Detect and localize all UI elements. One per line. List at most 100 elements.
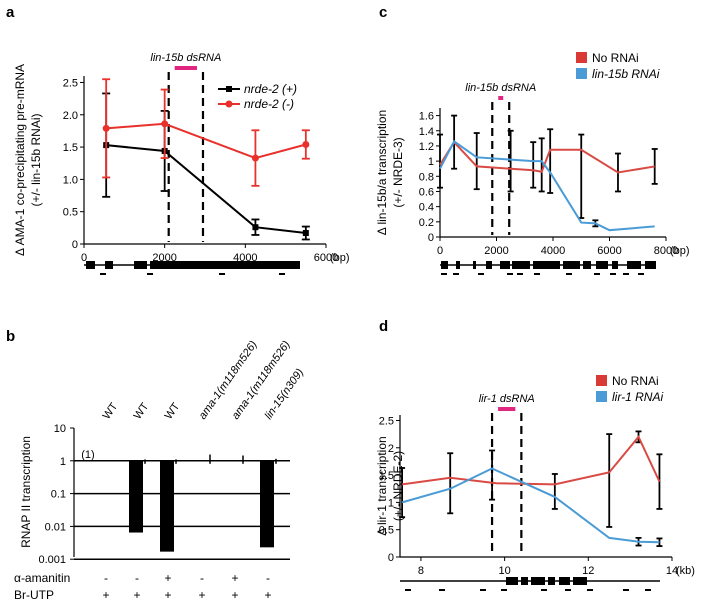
y-tick-label: 2.0 [63,110,78,122]
x-tick-label: 0 [81,252,87,264]
y-tick-label: 1.5 [379,470,394,482]
treatment-sign: + [231,571,238,585]
gene-c-exon [500,261,510,269]
legend-swatch [596,375,607,386]
gene-c-exon [645,261,656,269]
y-tick-label: 2 [388,443,394,455]
treatment-sign: - [135,571,139,585]
gene-c-exon [441,261,448,269]
y-axis-label-sub: (+/- lin-15b RNAi) [29,113,43,206]
dsrna-label: lir-1 dsRNA [479,393,535,405]
gene-a-exon [105,261,113,269]
dsrna-label: lin-15b dsRNA [465,82,536,94]
treatment-sign: + [164,571,171,585]
category-label: WT [132,401,152,422]
gene-d-exon [559,577,570,585]
x-unit-label: (bp) [670,245,690,257]
data-point [161,120,169,128]
gene-c-exon [533,261,560,269]
panel-label-c: c [379,4,387,21]
panel-d-chart: 8 10 12 14(kb) 0 0.5 1 1.5 2 2.5 Δ lir-1 transcrip… [375,374,695,591]
gene-a-exon [86,261,95,269]
x-tick-label: 8 [418,565,424,577]
treatment-sign: + [264,588,271,602]
y-tick-label: 1.2 [419,141,434,153]
x-tick-label: 14 [666,565,678,577]
legend-label: lin-15b RNAi [592,67,660,81]
y-tick-label: 0.001 [38,554,66,566]
category-label: ama-1(m118m526) [230,339,293,422]
y-tick-label: 1.5 [63,142,78,154]
gene-c-exon [627,261,641,269]
gene-c-exon [486,261,492,269]
x-tick-label: 2000 [484,245,508,257]
y-tick-label: 0 [428,232,434,244]
x-unit-label: (bp) [330,252,350,264]
series-line [106,144,306,235]
y-tick-label: 0.2 [419,217,434,229]
x-unit-label: (kb) [676,565,695,577]
gene-c-exon [473,261,476,269]
y-tick-label: 0.01 [45,521,66,533]
gene-a-exon [150,261,300,269]
y-tick-label: 2.5 [63,77,78,89]
y-tick-label: 0.6 [419,186,434,198]
treatment-sign: - [200,571,204,585]
y-tick-label: 0.5 [379,525,394,537]
data-point [302,230,309,237]
legend-label: lir-1 RNAi [612,390,663,404]
legend-swatch [576,68,587,79]
series-line [439,140,655,174]
y-tick-label: 0.4 [419,202,434,214]
gene-d-exon [548,577,555,585]
data-point [302,140,310,148]
panel-label-b: b [6,328,15,345]
series-line [401,467,660,544]
legend-label: No RNAi [592,51,639,65]
panel-b-chart: 0.001 0.01 0.1 1 10 RNAP II transcription WT - +… [14,339,306,602]
data-point [102,124,110,132]
bar [129,460,143,533]
y-tick-label: 10 [54,423,66,435]
treatment-sign: + [164,588,171,602]
series-line [401,434,661,486]
panel-label-d: d [379,318,388,335]
gene-c-exon [563,261,580,269]
y-axis-label: Δ lir-1 transcription [375,436,389,535]
treatment-label: Br-UTP [14,588,54,602]
y-tick-label: 0 [72,239,78,251]
x-tick-label: 6000 [597,245,621,257]
reference-label: (1) [81,449,94,461]
gene-d-exon [521,577,528,585]
x-tick-label: 4000 [541,245,565,257]
treatment-label: α-amanitin [14,571,70,585]
legend-label: No RNAi [612,374,659,388]
legend-swatch [576,52,587,63]
y-axis-label: RNAP II transcription [19,436,33,548]
treatment-sign: + [102,588,109,602]
x-tick-label: 0 [437,245,443,257]
legend-label: nrde-2 (-) [244,97,294,111]
y-tick-label: 0.8 [419,171,434,183]
legend-swatch [596,391,607,402]
treatment-sign: - [104,571,108,585]
y-axis-label: Δ AMA-1 co-precipitating pre-mRNA [13,64,27,256]
y-tick-label: 1.4 [419,126,434,138]
x-tick-label: 6000 [314,252,338,264]
y-tick-label: 0 [388,552,394,564]
y-tick-label: 1 [388,497,394,509]
gene-c-exon [583,261,591,269]
y-tick-label: 1.6 [419,111,434,123]
data-point [252,224,259,231]
y-tick-label: 2.5 [379,415,394,427]
category-label: ama-1(m118m526) [197,339,260,422]
series-line [106,122,307,160]
x-tick-label: 12 [582,565,594,577]
y-axis-label: Δ lin-15b/a transcription [375,110,389,235]
gene-d-exon [531,577,545,585]
treatment-sign: - [266,571,270,585]
legend-marker [225,100,233,108]
category-label: WT [101,401,121,422]
series-line [439,139,655,232]
